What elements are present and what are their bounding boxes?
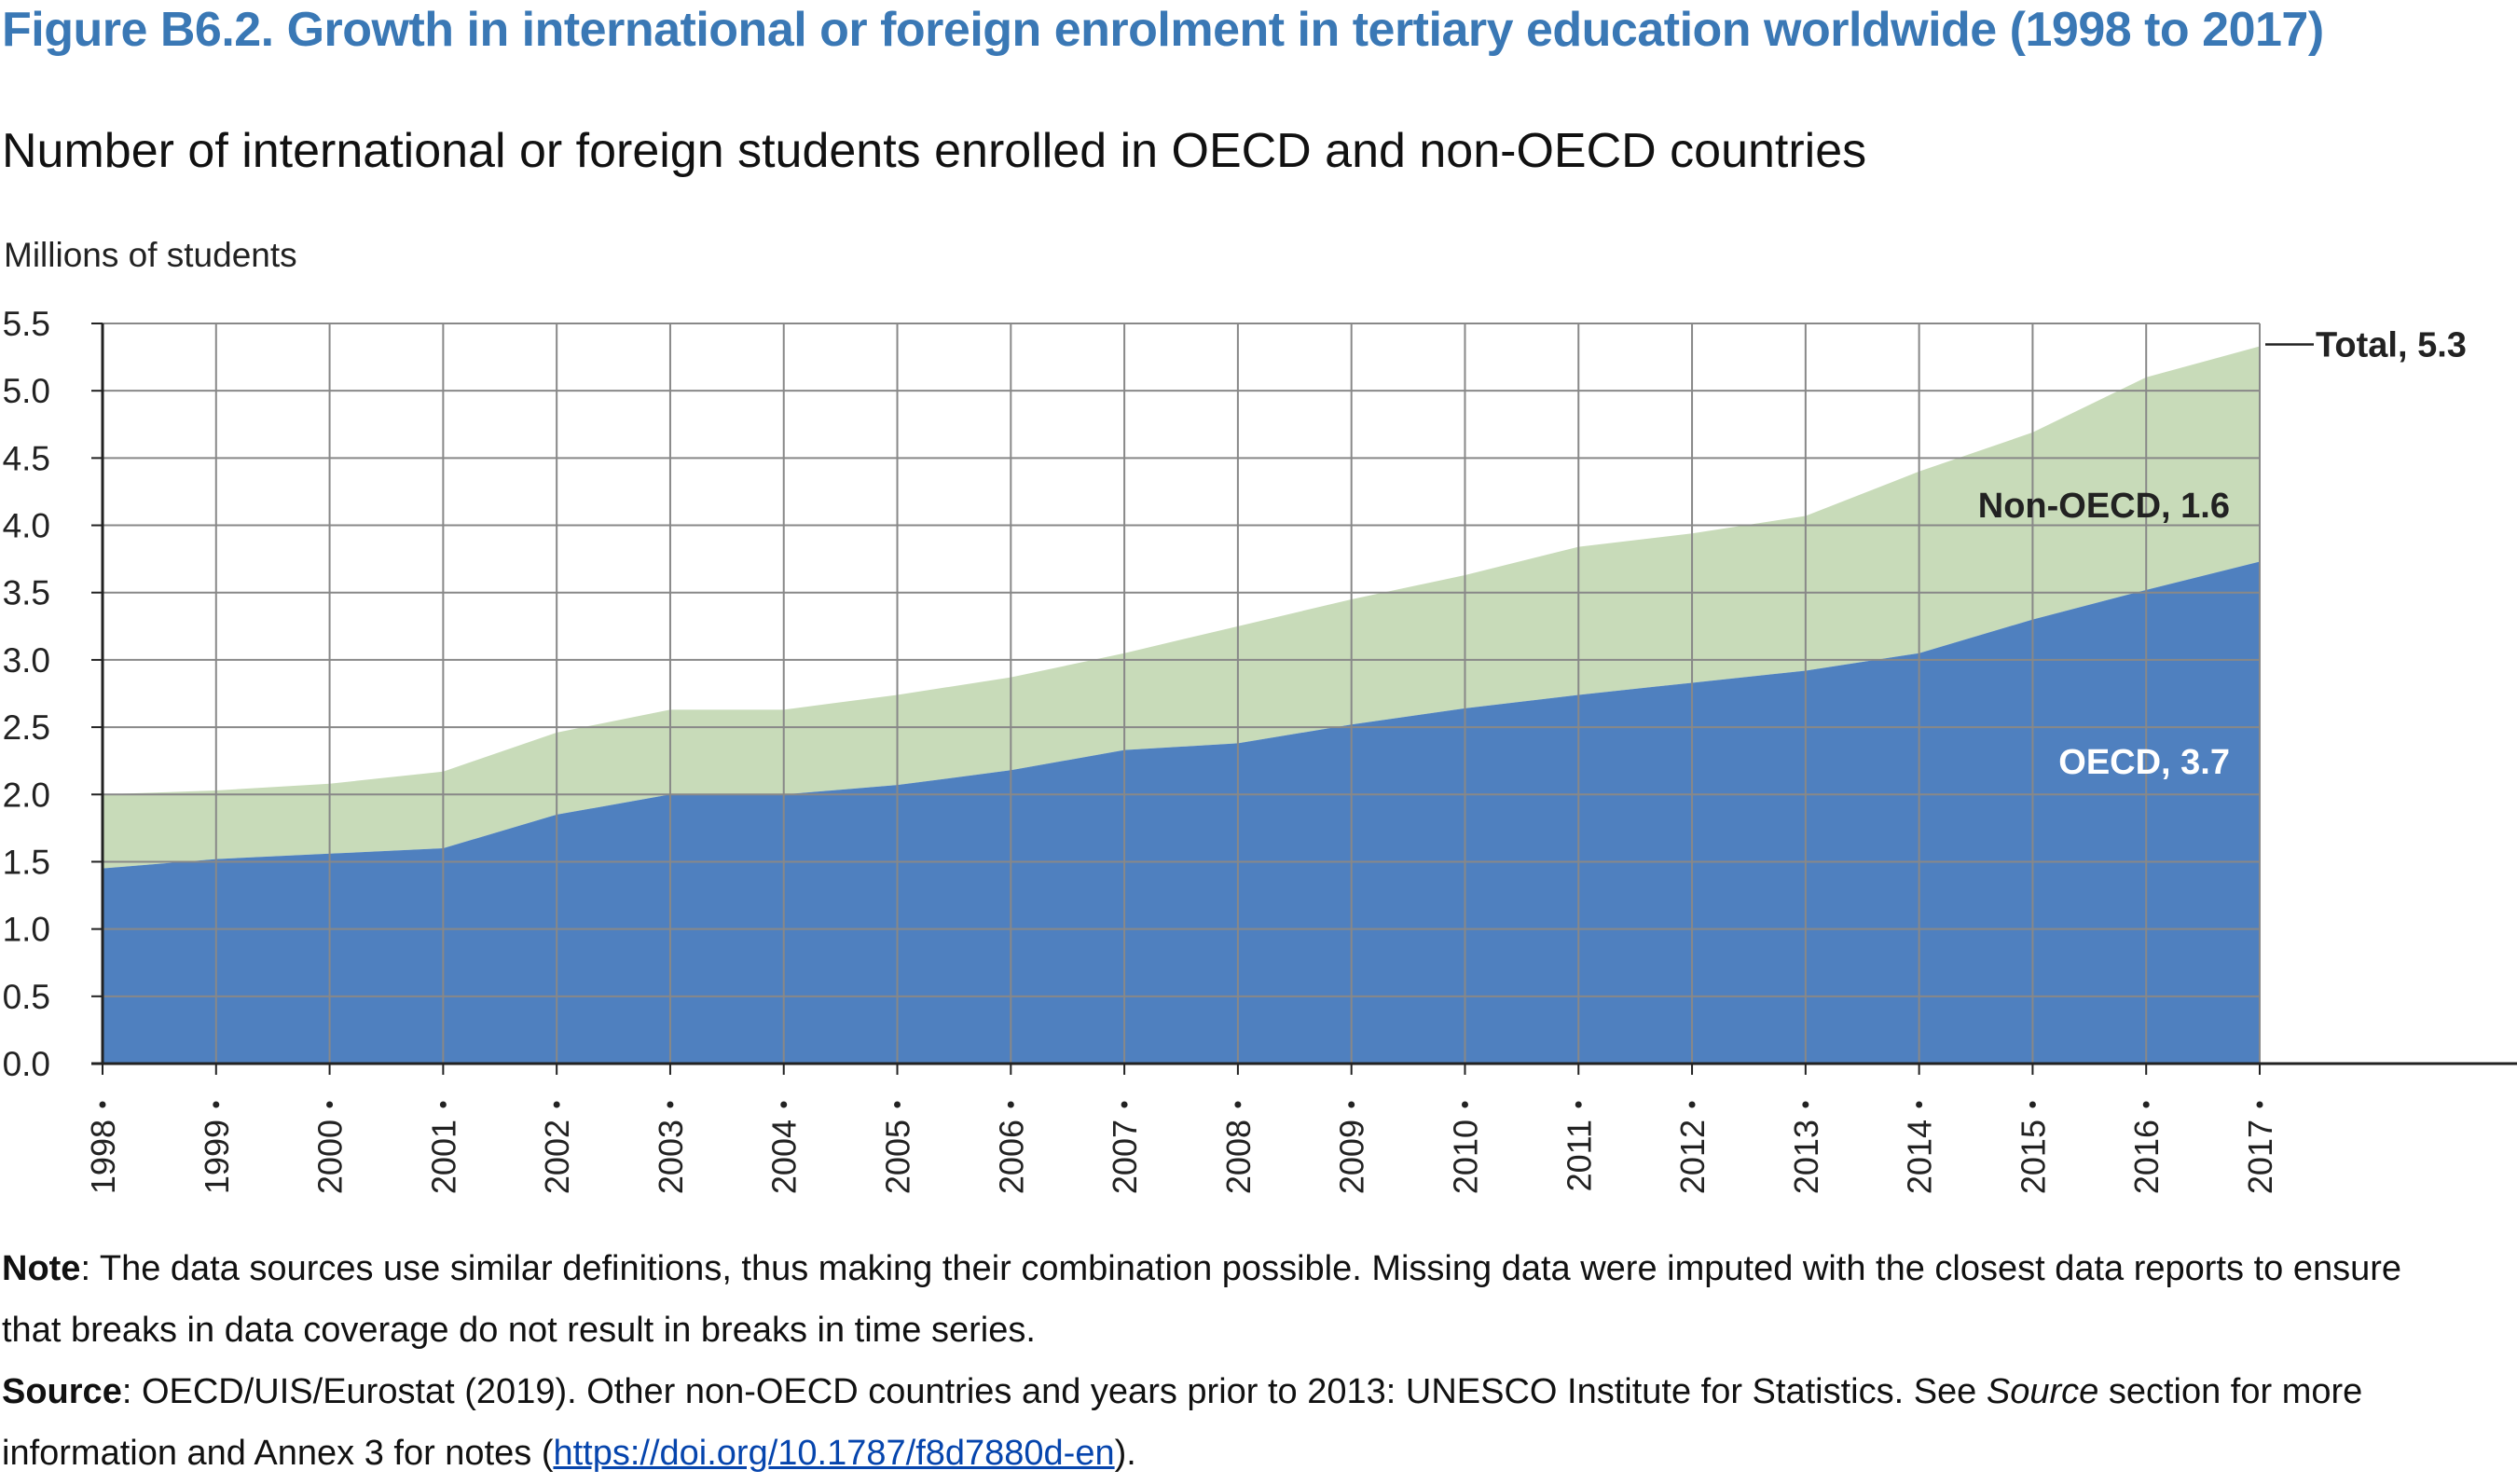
x-tick-dot	[1348, 1101, 1355, 1108]
y-tick-label: 4.5	[3, 439, 50, 477]
x-tick-label: 2017	[2241, 1120, 2279, 1194]
source-label: Source	[2, 1372, 122, 1411]
figure-subtitle: Number of international or foreign stude…	[2, 124, 1867, 178]
x-tick-label: 2002	[538, 1120, 576, 1194]
source-text-1: : OECD/UIS/Eurostat (2019). Other non-OE…	[121, 1372, 1987, 1411]
total-label: Total, 5.3	[2316, 326, 2467, 365]
y-tick-label: 1.0	[3, 911, 50, 949]
y-tick-label: 4.0	[3, 507, 50, 545]
x-tick-dot	[99, 1101, 106, 1108]
x-tick-dot	[1575, 1101, 1582, 1108]
source-line-1: Source: OECD/UIS/Eurostat (2019). Other …	[2, 1361, 2510, 1422]
y-tick-label: 2.0	[3, 776, 50, 814]
y-tick-label: 0.0	[3, 1045, 50, 1083]
source-italic: Source	[1986, 1372, 2099, 1411]
non-oecd-area	[103, 346, 2260, 869]
chart-axes: 0.0 0.5 1.0 1.5 2.0 2.5 3.0 3.5 4.0 4.5 5.0 5.5 Mill…	[3, 236, 2517, 1194]
x-tick-dot	[2256, 1101, 2263, 1108]
figure-title: Figure B6.2. Growth in international or …	[2, 3, 2324, 57]
note-line-2: that breaks in data coverage do not resu…	[2, 1299, 2510, 1361]
oecd-label: OECD, 3.7	[2058, 743, 2230, 782]
x-tick-dot	[439, 1101, 447, 1108]
y-tick-label: 1.5	[3, 843, 50, 881]
x-tick-dot	[1802, 1101, 1809, 1108]
chart-labels: Total, 5.3 Non-OECD, 1.6 OECD, 3.7	[1978, 326, 2467, 782]
x-tick-label: 2012	[1673, 1120, 1712, 1194]
x-tick-label: 2013	[1787, 1120, 1825, 1194]
x-tick-label: 2009	[1333, 1120, 1371, 1194]
chart-areas	[103, 346, 2260, 1064]
x-tick-dot	[780, 1101, 788, 1108]
x-tick-label: 2006	[992, 1120, 1030, 1194]
x-tick-dot	[1234, 1101, 1242, 1108]
x-tick-label: 2016	[2127, 1120, 2166, 1194]
x-tick-label: 1998	[84, 1120, 122, 1194]
x-tick-dot	[1461, 1101, 1468, 1108]
y-tick-label: 0.5	[3, 978, 50, 1016]
y-tick-label: 5.5	[3, 305, 50, 343]
y-tick-label: 3.5	[3, 574, 50, 612]
x-tick-dot	[1916, 1101, 1923, 1108]
x-tick-label: 2000	[311, 1120, 350, 1194]
x-tick-dot	[2029, 1101, 2036, 1108]
doi-link[interactable]: https://doi.org/10.1787/f8d7880d-en	[553, 1434, 1115, 1473]
x-tick-dot	[553, 1101, 560, 1108]
source-line-2: information and Annex 3 for notes (https…	[2, 1422, 2510, 1484]
x-tick-label: 2014	[1901, 1120, 1939, 1194]
y-tick-label: 5.0	[3, 372, 50, 410]
non-oecd-label: Non-OECD, 1.6	[1978, 487, 2230, 526]
x-tick-dot	[326, 1101, 334, 1108]
x-tick-label: 2011	[1560, 1120, 1598, 1191]
note-text-2: that breaks in data coverage do not resu…	[2, 1311, 1036, 1350]
x-tick-dot	[894, 1101, 901, 1108]
x-tick-label: 2007	[1106, 1120, 1144, 1194]
x-tick-label: 2008	[1219, 1120, 1258, 1194]
figure-notes: Note: The data sources use similar defin…	[2, 1238, 2510, 1484]
note-label: Note	[2, 1249, 81, 1288]
area-chart: 0.0 0.5 1.0 1.5 2.0 2.5 3.0 3.5 4.0 4.5 5.0 5.5 Mill…	[3, 236, 2517, 1194]
x-tick-dot	[1121, 1101, 1128, 1108]
x-tick-dot	[667, 1101, 674, 1108]
x-tick-label: 2005	[879, 1120, 917, 1194]
source-text-2: information and Annex 3 for notes (	[2, 1434, 554, 1473]
x-tick-label: 2001	[424, 1120, 462, 1194]
x-tick-label: 2004	[765, 1120, 804, 1194]
x-tick-dot	[1007, 1101, 1014, 1108]
note-line-1: Note: The data sources use similar defin…	[2, 1238, 2510, 1299]
x-tick-label: 2015	[2014, 1120, 2052, 1194]
x-tick-label: 1999	[198, 1120, 236, 1194]
y-tick-label: 2.5	[3, 708, 50, 747]
source-text-1b: section for more	[2098, 1372, 2363, 1411]
note-text-1: : The data sources use similar definitio…	[80, 1249, 2402, 1288]
source-text-2b: ).	[1114, 1434, 1136, 1473]
y-tick-label: 3.0	[3, 641, 50, 680]
y-axis-title: Millions of students	[4, 236, 297, 274]
x-tick-label: 2010	[1446, 1120, 1484, 1194]
x-tick-label: 2003	[652, 1120, 690, 1194]
x-tick-dot	[1688, 1101, 1696, 1108]
x-tick-dot	[213, 1101, 220, 1108]
x-tick-dot	[2142, 1101, 2150, 1108]
oecd-area	[103, 561, 2260, 1064]
